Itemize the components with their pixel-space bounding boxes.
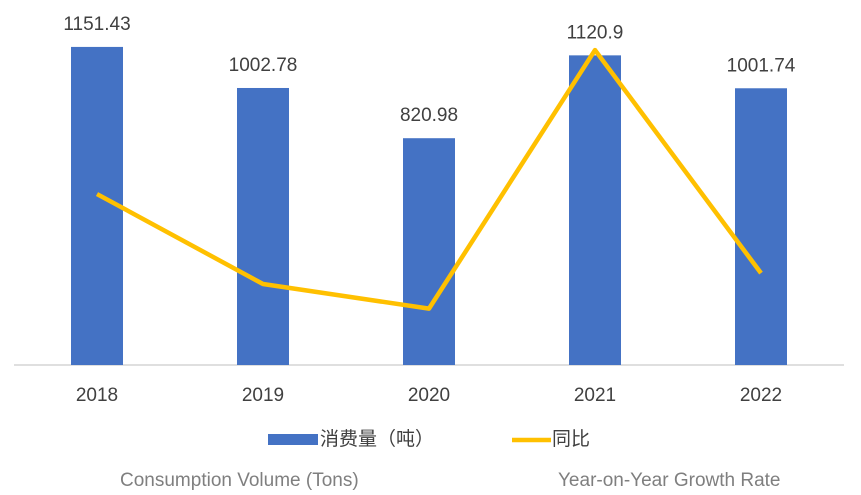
line (95, 47, 763, 311)
data-label: 820.98 (400, 105, 458, 126)
legend-label-en: Consumption Volume (Tons) (120, 470, 359, 491)
x-tick-label: 2019 (242, 385, 284, 406)
data-label: 1001.74 (727, 55, 796, 76)
x-tick-label: 2022 (740, 385, 782, 406)
legend-swatch (268, 434, 318, 445)
bar (237, 87, 289, 365)
bar (735, 88, 787, 366)
x-tick-label: 2018 (76, 385, 118, 406)
data-label: 1151.43 (63, 14, 130, 35)
legend-label: 消费量（吨） (320, 428, 434, 450)
x-tick-label: 2020 (408, 385, 450, 406)
bar (569, 55, 621, 365)
legend-label-en: Year-on-Year Growth Rate (558, 470, 781, 491)
data-label: 1120.9 (567, 22, 624, 43)
x-tick-label: 2021 (574, 385, 616, 406)
legend-label: 同比 (552, 428, 590, 450)
data-label: 1002.78 (229, 55, 298, 76)
bar (403, 138, 455, 365)
